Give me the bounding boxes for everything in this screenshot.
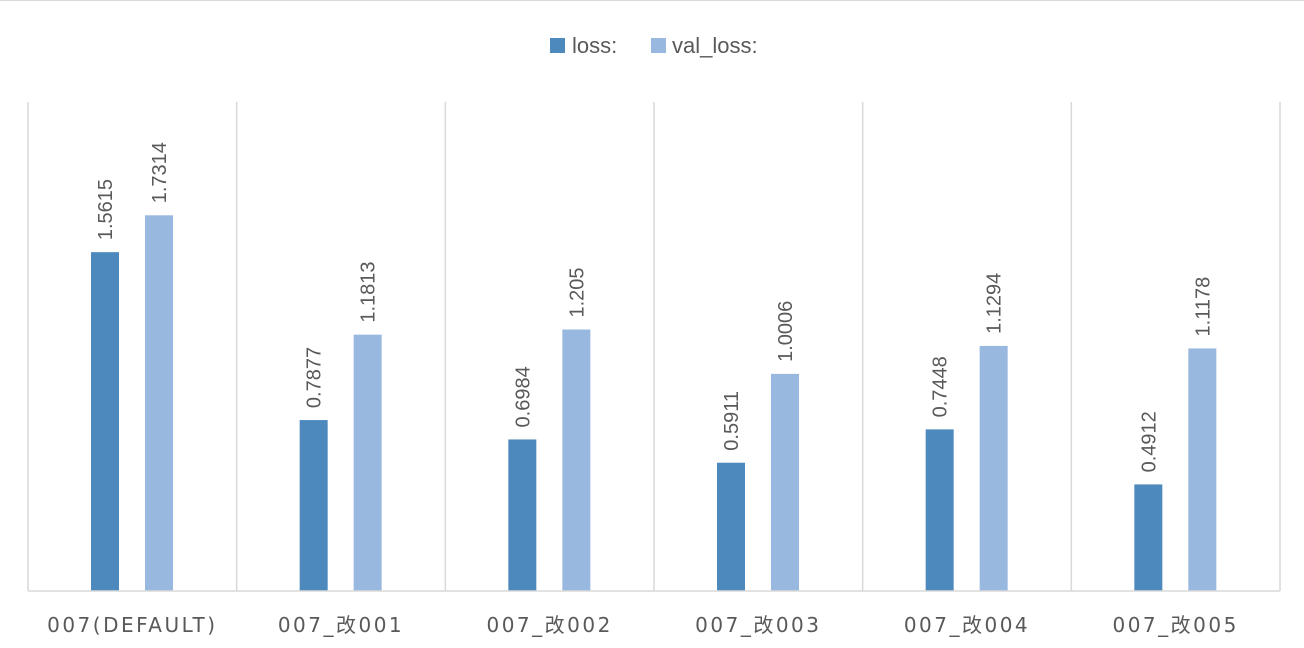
category-label-5: 007_改005 — [1112, 613, 1238, 637]
data-label-val-loss-2: 1.205 — [566, 267, 588, 317]
legend-swatch-1 — [651, 38, 666, 53]
data-label-loss-2: 0.6984 — [512, 366, 534, 427]
data-label-loss-4: 0.7448 — [930, 356, 952, 417]
bar-loss-4 — [925, 429, 954, 591]
bars — [91, 215, 1217, 592]
bar-val-loss-5 — [1188, 348, 1217, 591]
data-label-loss-3: 0.5911 — [721, 391, 743, 451]
legend-swatch-0 — [550, 38, 565, 53]
data-label-loss-5: 0.4912 — [1138, 411, 1160, 472]
bar-loss-2 — [508, 439, 537, 591]
category-separators — [27, 102, 1281, 591]
bar-loss-3 — [717, 462, 745, 591]
bar-val-loss-0 — [145, 215, 173, 591]
legend-label-0: loss: — [572, 33, 617, 58]
data-label-val-loss-1: 1.1813 — [358, 261, 380, 322]
data-label-loss-0: 1.5615 — [95, 179, 117, 240]
category-labels: 007(DEFAULT) 007_改001 007_改002 007_改003 007_… — [47, 613, 1238, 637]
data-label-val-loss-5: 1.1178 — [1192, 277, 1214, 337]
bar-val-loss-2 — [562, 329, 591, 591]
category-label-2: 007_改002 — [486, 613, 612, 637]
bar-loss-1 — [299, 420, 328, 591]
category-label-4: 007_改004 — [904, 613, 1030, 637]
data-label-val-loss-4: 1.1294 — [984, 273, 1006, 334]
data-label-val-loss-0: 1.7314 — [149, 142, 171, 203]
legend: loss: val_loss: — [550, 33, 758, 58]
bar-val-loss-3 — [771, 373, 799, 591]
bar-loss-5 — [1134, 484, 1163, 591]
category-label-3: 007_改003 — [695, 613, 821, 637]
bar-val-loss-1 — [353, 334, 382, 591]
category-label-0: 007(DEFAULT) — [47, 613, 217, 637]
data-labels: 1.5615 1.7314 0.7877 1.1813 0.6984 1.205 0.591… — [95, 142, 1214, 472]
category-label-1: 007_改001 — [278, 613, 404, 637]
data-label-loss-1: 0.7877 — [304, 347, 326, 408]
bar-loss-0 — [91, 252, 119, 592]
legend-label-1: val_loss: — [672, 33, 758, 58]
bar-val-loss-4 — [979, 345, 1008, 591]
data-label-val-loss-3: 1.0006 — [775, 301, 797, 362]
